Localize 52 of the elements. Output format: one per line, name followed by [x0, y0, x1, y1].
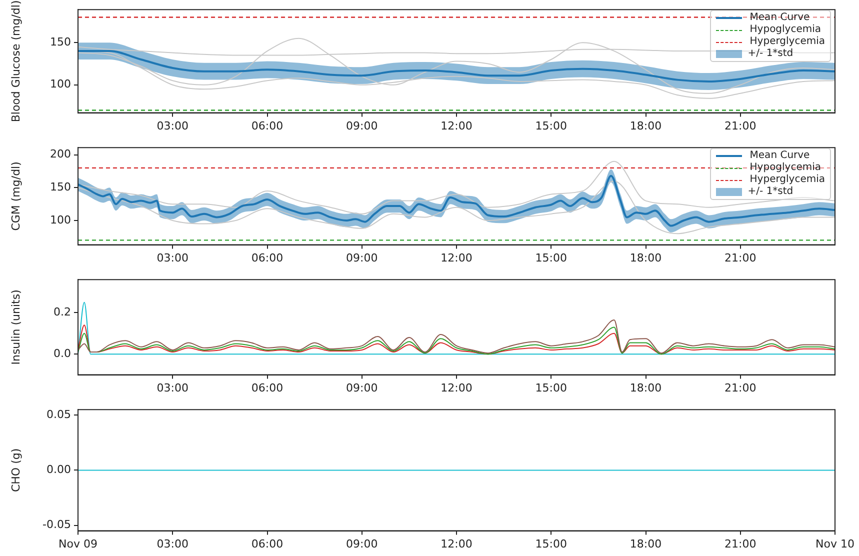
- x-tick-label: 06:00: [251, 381, 284, 394]
- legend-label: Mean Curve: [750, 150, 810, 162]
- x-tick-label: 06:00: [251, 537, 284, 550]
- x-tick-label: 12:00: [440, 119, 472, 132]
- x-tick-label: 03:00: [156, 381, 188, 394]
- y-axis-title: Insulin (units): [9, 290, 22, 365]
- legend-label: Mean Curve: [750, 12, 810, 24]
- x-tick-label: 09:00: [346, 537, 378, 550]
- x-tick-label: 09:00: [346, 381, 378, 394]
- y-tick-label: 0.2: [54, 306, 71, 319]
- x-tick-label: 21:00: [724, 251, 756, 264]
- y-tick-label: 0.0: [54, 346, 71, 360]
- x-tick-label: 09:00: [346, 251, 378, 264]
- y-axis-title: Blood Glucose (mg/dl): [9, 0, 22, 122]
- x-tick-label: Nov 09: [58, 537, 98, 550]
- x-tick-label: 06:00: [251, 251, 284, 264]
- y-tick-label: 100: [50, 213, 71, 226]
- y-axis-title: CHO (g): [9, 448, 22, 492]
- x-tick-label: 21:00: [724, 381, 756, 394]
- x-tick-label: 03:00: [156, 119, 188, 132]
- y-tick-label: 150: [50, 35, 71, 48]
- y-tick-label: 0.00: [46, 463, 71, 476]
- x-tick-label: 12:00: [440, 251, 472, 264]
- x-tick-label: 15:00: [535, 119, 567, 132]
- y-tick-label: -0.05: [42, 518, 71, 532]
- x-tick-label: 03:00: [156, 251, 188, 264]
- x-tick-label: 21:00: [724, 119, 756, 132]
- x-tick-label: 18:00: [630, 381, 662, 394]
- legend-label: Hyperglycemia: [750, 36, 825, 48]
- legend-label: Hyperglycemia: [750, 174, 825, 186]
- x-tick-label: 18:00: [630, 251, 662, 264]
- x-tick-label: 18:00: [630, 119, 662, 132]
- x-tick-label: 06:00: [251, 119, 284, 132]
- annotation: +/- 1*std: [748, 48, 794, 60]
- x-tick-label: 21:00: [724, 537, 756, 550]
- x-tick-label: 12:00: [440, 381, 472, 394]
- y-tick-label: 0.05: [46, 408, 71, 421]
- x-tick-label: 09:00: [346, 119, 378, 132]
- legend-label: Hypoglycemia: [750, 162, 822, 174]
- x-tick-label: 18:00: [630, 537, 662, 550]
- y-tick-label: 150: [50, 180, 71, 194]
- x-tick-label: 15:00: [535, 251, 567, 264]
- annotation: +/- 1*std: [748, 186, 794, 198]
- x-tick-label: 03:00: [156, 537, 188, 550]
- x-tick-label: Nov 10: [816, 537, 854, 550]
- x-tick-label: 15:00: [535, 537, 567, 550]
- legend-label: Hypoglycemia: [750, 24, 822, 36]
- x-tick-label: 15:00: [535, 381, 567, 394]
- x-tick-label: 12:00: [440, 537, 472, 550]
- y-tick-label: 100: [50, 78, 71, 91]
- y-tick-label: 200: [50, 148, 71, 161]
- y-axis-title: CGM (mg/dl): [9, 162, 22, 231]
